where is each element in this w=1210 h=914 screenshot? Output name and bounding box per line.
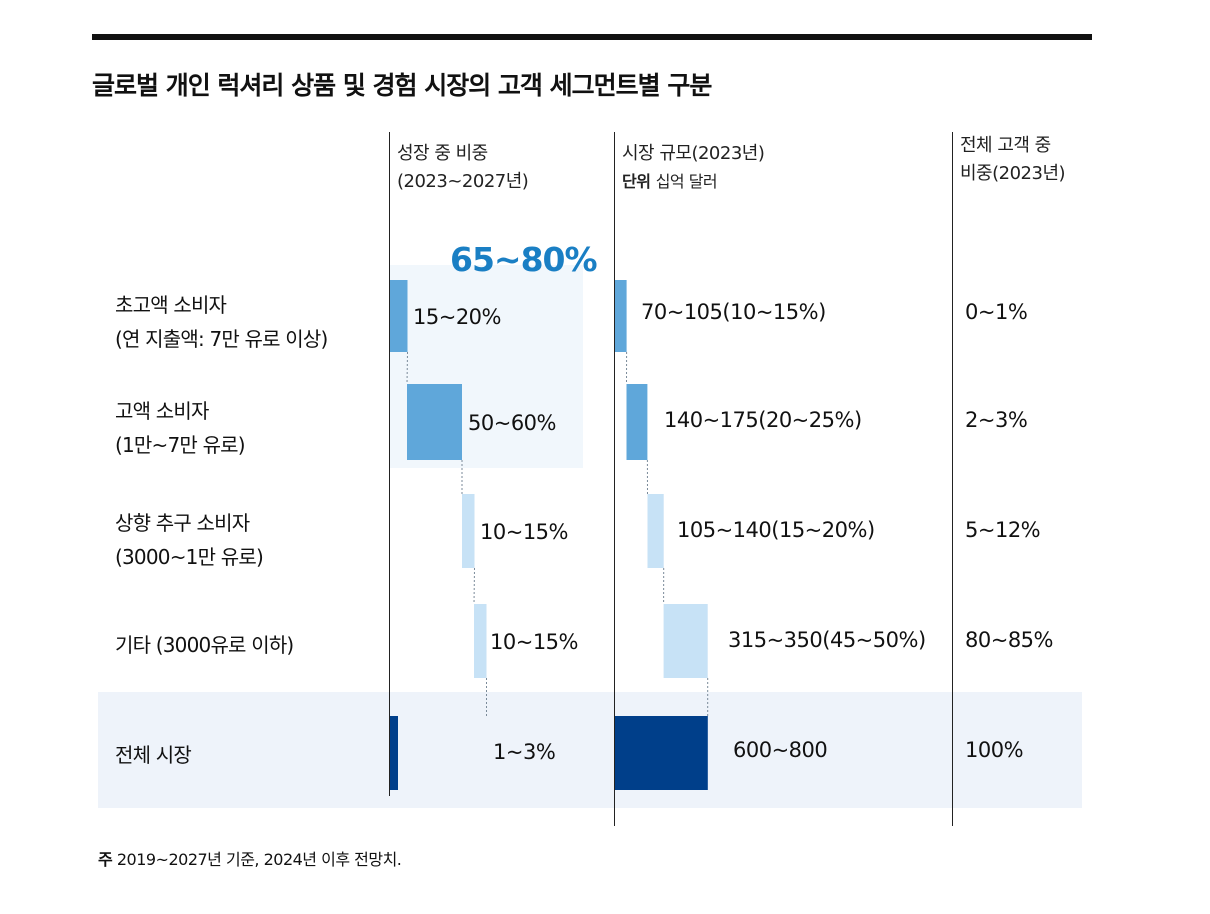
market-label-aspirational: 105~140(15~20%) — [677, 518, 875, 542]
row-label-line1: 초고액 소비자 — [115, 293, 227, 317]
share-label-total-market: 100% — [965, 738, 1024, 762]
market-unit-label: 단위 — [622, 172, 651, 191]
market-bar-high-spenders — [626, 384, 648, 460]
row-label-high-spenders: 고액 소비자 (1만~7만 유로) — [115, 394, 246, 462]
footnote-text: 2019~2027년 기준, 2024년 이후 전망치. — [116, 850, 402, 869]
market-column-divider — [614, 132, 615, 826]
row-label-aspirational: 상향 추구 소비자 (3000~1만 유로) — [115, 506, 264, 574]
share-label-high-spenders: 2~3% — [965, 408, 1028, 432]
share-label-top-spenders: 0~1% — [965, 300, 1028, 324]
growth-bar-top-spenders — [390, 280, 408, 352]
footnote: 주 2019~2027년 기준, 2024년 이후 전망치. — [98, 846, 402, 870]
chart-title: 글로벌 개인 럭셔리 상품 및 경험 시장의 고객 세그먼트별 구분 — [92, 71, 712, 100]
top-rule — [92, 34, 1092, 40]
growth-bar-aspirational — [462, 494, 475, 568]
market-unit-value: 십억 달러 — [655, 172, 718, 191]
growth-bar-total-market — [390, 716, 398, 790]
growth-bar-others — [474, 604, 487, 678]
share-column-divider — [952, 132, 953, 826]
footnote-label: 주 — [98, 850, 113, 869]
growth-label-aspirational: 10~15% — [480, 520, 569, 544]
market-label-top-spenders: 70~105(10~15%) — [641, 300, 826, 324]
market-column-header: 시장 규모(2023년) 단위 십억 달러 — [622, 140, 765, 196]
total-market-band — [98, 692, 1082, 808]
row-label-line2: (1만~7만 유로) — [115, 433, 246, 457]
core-segments-growth-total: 65~80% — [450, 240, 598, 279]
market-label-high-spenders: 140~175(20~25%) — [664, 408, 862, 432]
market-bar-aspirational — [647, 494, 664, 568]
row-label-line2: (연 지출액: 7만 유로 이상) — [115, 327, 328, 351]
share-header-line1: 전체 고객 중 — [960, 135, 1051, 156]
share-label-aspirational: 5~12% — [965, 518, 1041, 542]
growth-connector-high-spenders — [406, 351, 408, 385]
market-bar-others — [663, 604, 708, 678]
row-label-others: 기타 (3000유로 이하) — [115, 628, 294, 662]
market-label-total-market: 600~800 — [733, 738, 828, 762]
market-bar-top-spenders — [615, 280, 627, 352]
row-label-line1: 전체 시장 — [115, 743, 192, 767]
share-label-others: 80~85% — [965, 628, 1054, 652]
share-column-header: 전체 고객 중 비중(2023년) — [960, 132, 1066, 188]
growth-connector-others — [473, 567, 475, 605]
row-label-line2: (3000~1만 유로) — [115, 545, 264, 569]
row-label-line1: 고액 소비자 — [115, 399, 209, 423]
row-label-total-market: 전체 시장 — [115, 738, 192, 772]
share-header-line2: 비중(2023년) — [960, 163, 1066, 184]
row-label-line1: 기타 (3000유로 이하) — [115, 633, 294, 657]
growth-label-total-market: 1~3% — [493, 740, 556, 764]
growth-header-line1: 성장 중 비중 — [397, 143, 488, 164]
growth-column-divider — [389, 132, 390, 796]
row-label-top-spenders: 초고액 소비자 (연 지출액: 7만 유로 이상) — [115, 288, 328, 356]
growth-label-high-spenders: 50~60% — [468, 411, 557, 435]
growth-header-line2: (2023~2027년) — [397, 171, 529, 192]
market-label-others: 315~350(45~50%) — [728, 628, 926, 652]
growth-label-top-spenders: 15~20% — [413, 305, 502, 329]
growth-column-header: 성장 중 비중 (2023~2027년) — [397, 140, 529, 196]
row-label-line1: 상향 추구 소비자 — [115, 511, 250, 535]
market-header-line1: 시장 규모(2023년) — [622, 143, 765, 164]
growth-label-others: 10~15% — [490, 630, 579, 654]
market-bar-total-market — [615, 716, 708, 790]
growth-bar-high-spenders — [407, 384, 462, 460]
